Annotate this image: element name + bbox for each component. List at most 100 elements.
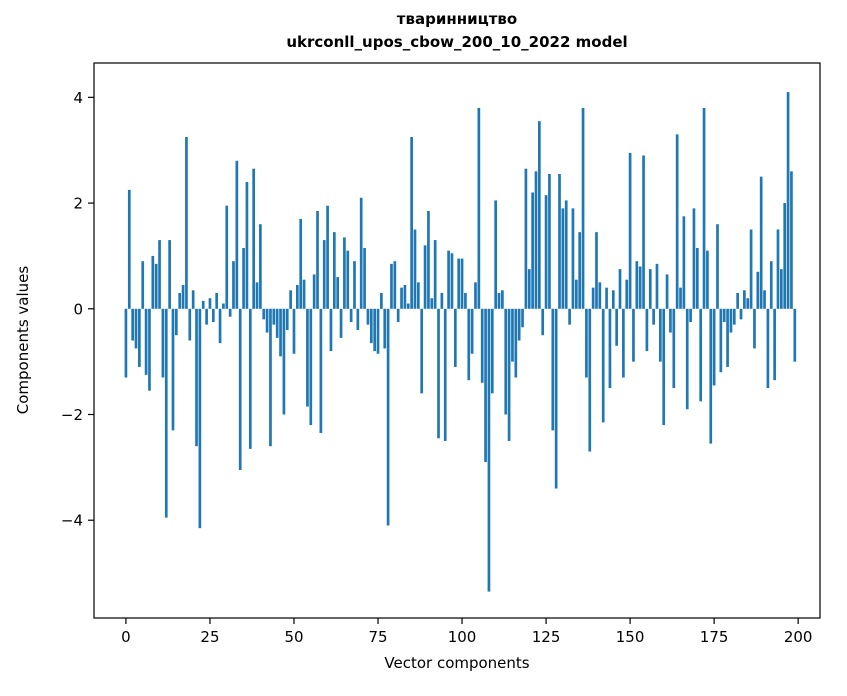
bar: [591, 287, 595, 309]
bar: [353, 261, 356, 309]
bar: [595, 232, 598, 309]
bar: [632, 308, 635, 362]
bar: [433, 240, 437, 309]
bar: [191, 290, 195, 309]
bar: [420, 308, 424, 394]
bar: [443, 308, 447, 441]
bar: [410, 137, 413, 309]
bar: [672, 308, 676, 389]
bar: [208, 298, 212, 309]
bar: [356, 308, 360, 330]
bar: [440, 292, 444, 309]
bar: [349, 308, 353, 322]
bar: [541, 308, 545, 336]
bar: [655, 263, 659, 309]
bar: [669, 308, 672, 333]
bar: [558, 174, 561, 309]
bar: [531, 192, 534, 309]
bar: [763, 290, 766, 309]
bar: [746, 298, 750, 309]
x-tick-label: 75: [368, 628, 387, 646]
bar: [571, 208, 575, 309]
bar: [702, 107, 706, 309]
y-tick-label: −4: [61, 512, 83, 530]
bar: [393, 261, 397, 309]
bar: [652, 308, 655, 325]
bar: [615, 308, 618, 346]
bar: [460, 258, 464, 309]
bar: [769, 261, 773, 309]
bar: [447, 250, 450, 309]
x-tick-label: 25: [200, 628, 219, 646]
bar: [148, 308, 151, 391]
bar: [611, 290, 615, 309]
bar: [158, 240, 161, 309]
bar: [467, 308, 471, 381]
bar: [235, 160, 239, 309]
bar: [232, 261, 235, 309]
bar: [679, 287, 682, 309]
bar: [726, 308, 729, 367]
bar: [685, 308, 689, 410]
bar: [329, 308, 333, 352]
bar: [756, 271, 760, 309]
bar: [749, 229, 753, 309]
chart-subtitle: ukrconll_upos_cbow_200_10_2022 model: [286, 33, 627, 51]
bar: [689, 308, 692, 322]
bar: [709, 308, 713, 444]
x-axis-ticks: 0 25 50 75 100 125 150 175 200: [121, 618, 812, 646]
bar: [272, 308, 276, 325]
bar: [306, 308, 309, 407]
bar: [564, 200, 568, 309]
bar: [339, 308, 343, 338]
bar: [534, 171, 538, 309]
bar: [299, 218, 303, 309]
bar: [255, 282, 259, 309]
bar: [326, 205, 329, 309]
bar: [548, 174, 551, 309]
bar: [279, 308, 282, 357]
plot-area: [93, 62, 821, 619]
bar: [487, 308, 491, 592]
bar: [316, 211, 319, 309]
bar: [406, 303, 410, 309]
bar: [642, 155, 645, 309]
bar: [346, 250, 350, 309]
bar: [514, 308, 518, 378]
bar: [780, 269, 783, 309]
bar: [538, 121, 541, 309]
bar: [218, 308, 222, 344]
bar: [275, 308, 279, 338]
bar: [369, 308, 373, 344]
bar: [695, 248, 699, 309]
bar: [719, 308, 723, 373]
bar: [712, 308, 716, 386]
bar: [773, 308, 776, 381]
bar: [470, 308, 474, 354]
bar: [215, 292, 219, 309]
bar: [127, 189, 131, 309]
bar: [793, 308, 797, 362]
bar: [248, 308, 252, 449]
bar: [195, 308, 198, 447]
bar: [568, 308, 571, 325]
bar: [645, 308, 649, 352]
bar: [648, 269, 652, 309]
bar: [464, 292, 467, 309]
bar: [144, 308, 148, 375]
bar: [578, 232, 582, 309]
bar: [151, 255, 155, 309]
bar: [332, 232, 336, 309]
bar: [242, 248, 245, 309]
bar: [588, 308, 592, 452]
bar: [238, 308, 242, 470]
bar: [759, 176, 763, 309]
x-tick-label: 125: [532, 628, 561, 646]
bar: [138, 308, 141, 367]
bar: [413, 229, 417, 309]
bar: [282, 308, 286, 415]
bar: [430, 298, 434, 309]
bar: [359, 197, 363, 309]
bar: [188, 308, 192, 341]
